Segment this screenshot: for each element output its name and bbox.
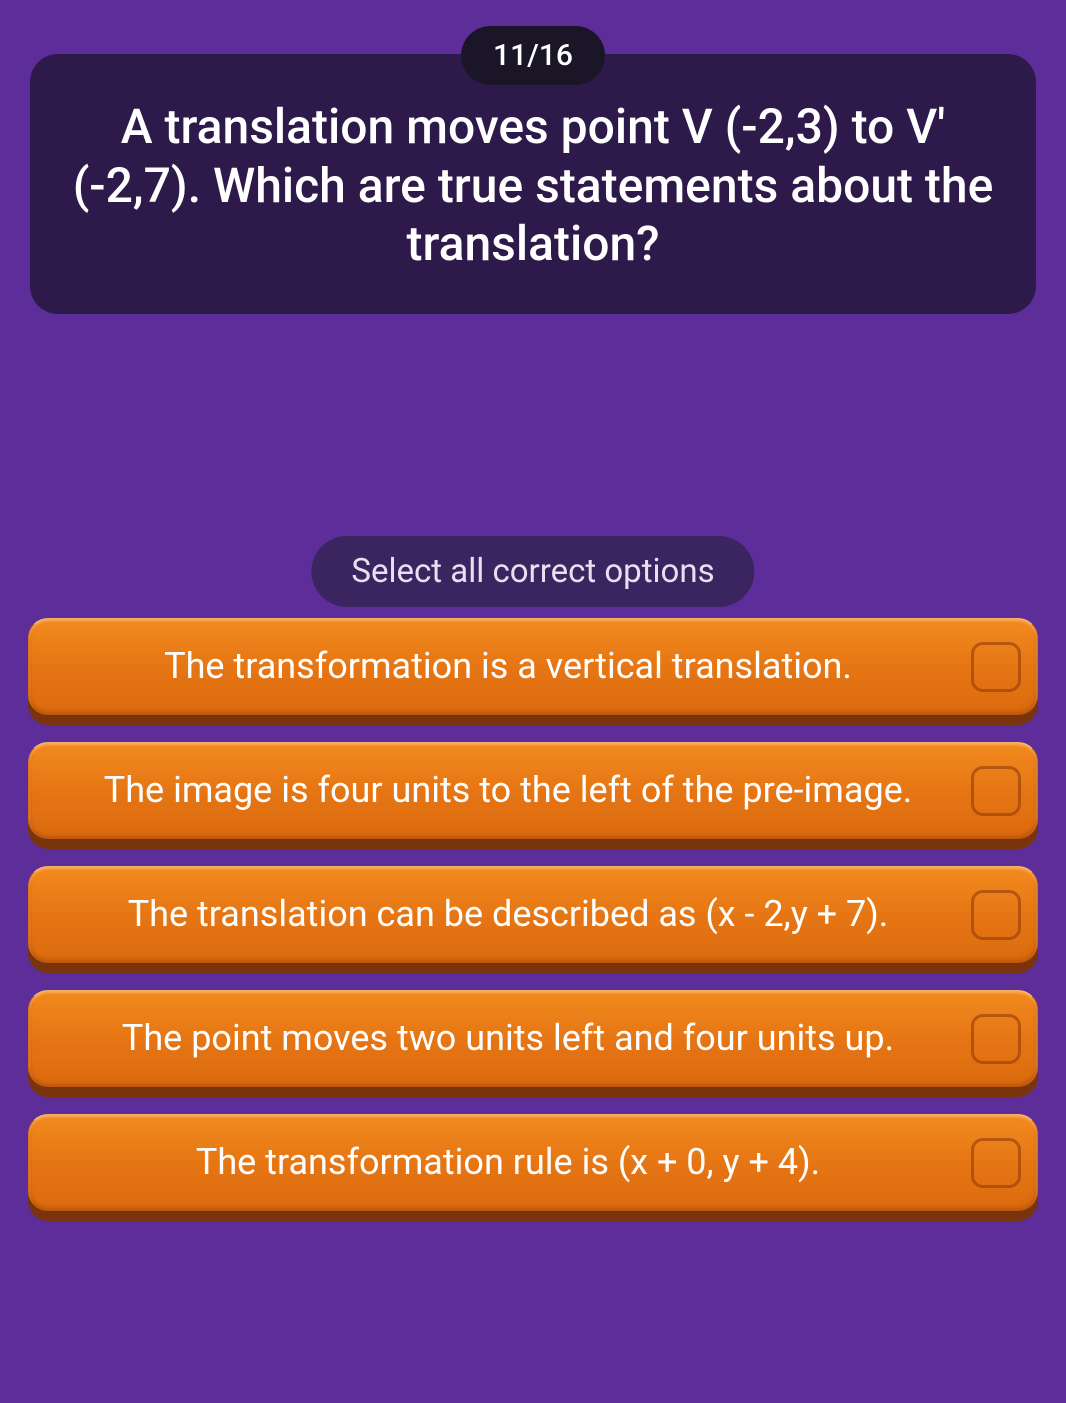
- instruction-pill: Select all correct options: [311, 536, 754, 607]
- checkbox-icon[interactable]: [971, 1138, 1021, 1188]
- checkbox-icon[interactable]: [971, 766, 1021, 816]
- option-text: The image is four units to the left of t…: [104, 769, 913, 812]
- option-text: The transformation rule is (x + 0, y + 4…: [196, 1141, 820, 1184]
- option-button-2[interactable]: The image is four units to the left of t…: [28, 742, 1038, 839]
- checkbox-icon[interactable]: [971, 1014, 1021, 1064]
- option-button-4[interactable]: The point moves two units left and four …: [28, 990, 1038, 1087]
- checkbox-icon[interactable]: [971, 642, 1021, 692]
- option-button-5[interactable]: The transformation rule is (x + 0, y + 4…: [28, 1114, 1038, 1211]
- option-button-3[interactable]: The translation can be described as (x -…: [28, 866, 1038, 963]
- instruction-text: Select all correct options: [351, 552, 714, 591]
- option-button-1[interactable]: The transformation is a vertical transla…: [28, 618, 1038, 715]
- question-text: A translation moves point V (-2,3) to V'…: [58, 98, 1008, 274]
- option-text: The translation can be described as (x -…: [128, 893, 889, 936]
- question-card: A translation moves point V (-2,3) to V'…: [30, 54, 1036, 314]
- checkbox-icon[interactable]: [971, 890, 1021, 940]
- option-text: The transformation is a vertical transla…: [164, 645, 852, 688]
- options-container: The transformation is a vertical transla…: [28, 618, 1038, 1211]
- progress-badge: 11/16: [461, 26, 605, 85]
- option-text: The point moves two units left and four …: [122, 1017, 894, 1060]
- progress-label: 11/16: [493, 38, 573, 73]
